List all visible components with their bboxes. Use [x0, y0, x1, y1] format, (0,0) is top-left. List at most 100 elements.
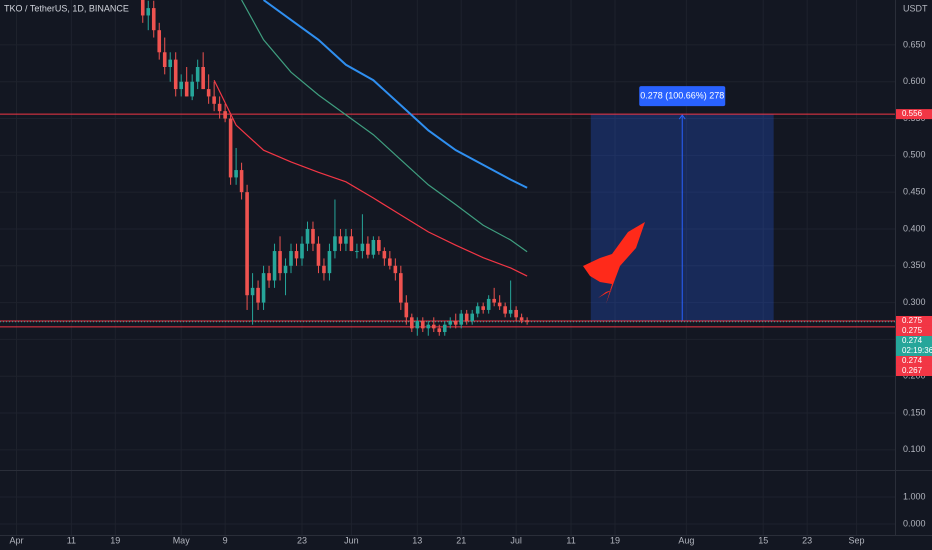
x-tick-label: 19: [610, 535, 620, 545]
candle-body: [195, 66, 200, 82]
candle-body: [377, 240, 381, 252]
candle-body: [322, 265, 326, 274]
candle-body: [151, 8, 156, 31]
candle-body: [492, 298, 496, 303]
price-label: 0.556: [902, 109, 923, 118]
candle-body: [300, 243, 304, 259]
candle-body: [410, 317, 414, 329]
moving-average: [213, 79, 528, 277]
x-tick-label: 19: [110, 535, 120, 545]
axis-unit: USDT: [903, 3, 928, 13]
x-tick-label: Apr: [9, 535, 23, 545]
candle-body: [464, 313, 469, 321]
candle-body: [393, 265, 398, 274]
plot-area: [0, 0, 895, 336]
y-tick-label: 0.500: [903, 150, 926, 160]
y-tick-label: 0.600: [903, 76, 926, 86]
x-tick-label: 21: [456, 535, 466, 545]
x-tick-label: May: [173, 535, 191, 545]
candle-body: [338, 236, 343, 244]
rocket-icon: [583, 222, 645, 304]
candle-body: [415, 320, 420, 329]
candle-body: [475, 306, 480, 314]
candle-body: [508, 309, 513, 314]
y-tick-label: 0.100: [903, 444, 926, 454]
candle-body: [140, 0, 145, 16]
candle-body: [201, 66, 205, 90]
candle-body: [294, 251, 299, 259]
y-tick-label: 0.350: [903, 260, 926, 270]
chart-title: TKO / TetherUS, 1D, BINANCE: [4, 3, 129, 13]
price-label-box: [896, 335, 932, 356]
x-tick-label: 11: [566, 535, 575, 545]
countdown: 02:19:36: [902, 346, 932, 355]
candle-body: [278, 251, 282, 274]
price-label-box: [896, 365, 932, 376]
candle-body: [371, 240, 376, 255]
price-label: 0.275: [902, 316, 923, 325]
candle-body: [355, 251, 359, 253]
y-tick-label: 0.400: [903, 223, 926, 233]
candle-body: [514, 309, 518, 318]
x-tick-label: 23: [297, 535, 307, 545]
candle-body: [333, 236, 337, 252]
candle-body: [157, 30, 162, 53]
candle-body: [283, 265, 288, 274]
axes: Apr 11 19 May 9 23 Jun 13 21 Jul 11 19 Aug 15 23 Sep 0.6…: [9, 39, 932, 545]
candle-body: [245, 192, 249, 296]
position-label-box: [639, 86, 726, 107]
candle-body: [426, 324, 431, 329]
candle-body: [311, 228, 315, 244]
y-tick-label: 0.000: [903, 518, 926, 528]
candle-body: [497, 302, 502, 307]
candle-body: [234, 170, 238, 178]
candle-body: [481, 306, 485, 310]
candle-body: [261, 273, 266, 303]
candle-body: [162, 52, 167, 67]
x-tick-label: 9: [223, 535, 228, 545]
candle-body: [366, 243, 370, 255]
candle-body: [272, 251, 277, 281]
candle-body: [360, 243, 365, 252]
candle-body: [212, 96, 216, 104]
candle-body: [250, 287, 255, 296]
candle-body: [470, 313, 475, 321]
candle-body: [525, 320, 529, 322]
x-tick-label: Jul: [510, 535, 522, 545]
candle-body: [190, 81, 194, 97]
candle-body: [239, 170, 244, 193]
candle-body: [168, 59, 173, 67]
candle-body: [289, 251, 293, 266]
candle-body: [305, 228, 310, 244]
x-tick-label: 23: [802, 535, 812, 545]
price-label: 0.274: [902, 356, 923, 365]
candle-body: [206, 89, 211, 97]
candle-body: [382, 251, 387, 259]
candle-body: [453, 320, 458, 325]
x-tick-label: 13: [412, 535, 422, 545]
candle-body: [459, 313, 464, 325]
candle-body: [179, 81, 183, 90]
price-label-box: [896, 315, 932, 326]
candle-body: [223, 111, 227, 119]
x-tick-label: Sep: [849, 535, 865, 545]
candle-body: [503, 306, 507, 314]
candle-body: [404, 302, 409, 318]
price-label-box: [896, 109, 932, 120]
candle-body: [267, 273, 271, 281]
candle-body: [431, 324, 436, 329]
candle-body: [437, 328, 442, 333]
candle-body: [486, 298, 491, 310]
candle-body: [228, 118, 233, 178]
y-tick-label: 0.150: [903, 407, 926, 417]
price-label: 0.267: [902, 366, 923, 375]
x-tick-label: 11: [67, 535, 76, 545]
candle-body: [316, 243, 321, 266]
position-arrow-head: [678, 114, 686, 120]
y-tick-label: 0.450: [903, 187, 926, 197]
candle-body: [388, 258, 392, 266]
price-label-box: [896, 325, 932, 336]
y-tick-label: 1.000: [903, 491, 926, 501]
grid: [0, 0, 895, 535]
